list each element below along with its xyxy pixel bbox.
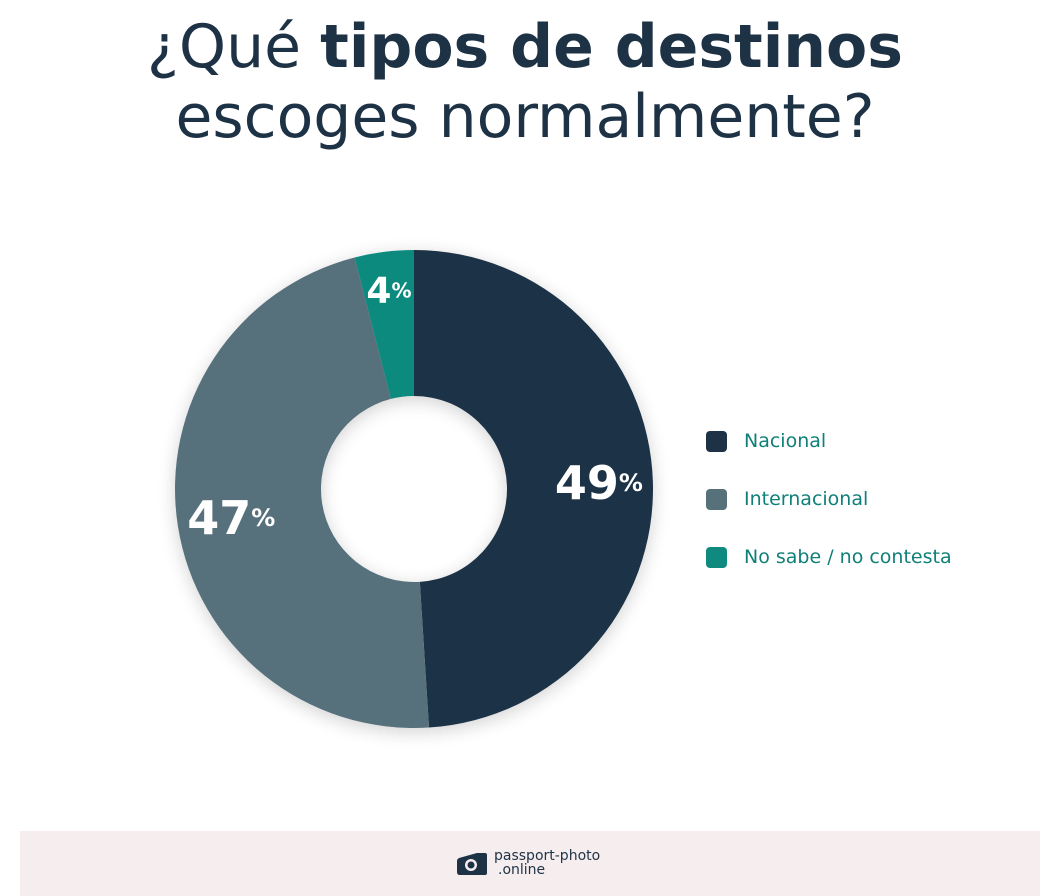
- legend-label: Internacional: [744, 488, 869, 510]
- legend-item: Internacional: [706, 470, 952, 528]
- chart-legend: Nacional Internacional No sabe / no contes…: [706, 412, 952, 586]
- legend-swatch: [706, 488, 727, 510]
- slice-0: [414, 250, 653, 728]
- title-bold: tipos de destinos: [320, 12, 903, 82]
- slice-label-0: 49%: [555, 456, 643, 510]
- legend-label: Nacional: [744, 430, 827, 452]
- brand-name: passport-photo .online: [494, 849, 600, 877]
- brand-line-1: passport-photo: [494, 848, 601, 864]
- brand-line-2: .online: [498, 862, 546, 878]
- slice-2: [354, 250, 414, 399]
- legend-label: No sabe / no contesta: [744, 546, 952, 568]
- donut-chart: 49% 47% 4%: [175, 250, 653, 728]
- slice-label-1: 47%: [187, 491, 275, 545]
- slice-1: [175, 257, 430, 728]
- legend-swatch: [706, 430, 727, 452]
- legend-swatch: [706, 546, 727, 568]
- title-line-2: escoges normalmente?: [175, 82, 875, 152]
- chart-title: ¿Qué tipos de destinos escoges normalmen…: [0, 12, 1050, 152]
- slice-label-2: 4%: [366, 270, 411, 311]
- brand-logo[interactable]: passport-photo .online: [456, 849, 600, 877]
- camera-icon: [457, 853, 487, 875]
- legend-item: No sabe / no contesta: [706, 528, 952, 586]
- title-prefix: ¿Qué: [147, 12, 321, 82]
- footer-bar: passport-photo .online: [20, 831, 1040, 896]
- title-line-1: ¿Qué tipos de destinos: [0, 12, 1050, 82]
- legend-item: Nacional: [706, 412, 952, 470]
